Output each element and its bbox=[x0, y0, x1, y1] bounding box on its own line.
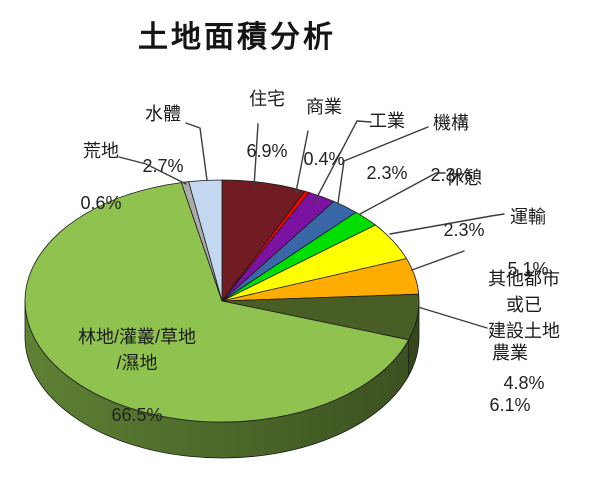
label-institutional-name: 機構 bbox=[433, 113, 469, 133]
label-forest: 林地/灌叢/草地 /濕地 66.5% bbox=[78, 298, 196, 454]
leader-line-water bbox=[185, 122, 208, 181]
label-forest-name: 林地/灌叢/草地 /濕地 bbox=[77, 327, 197, 373]
label-commercial-pct: 0.4% bbox=[303, 149, 345, 169]
label-other-urban-name: 其他都市或已 建設土地 bbox=[488, 269, 560, 341]
label-commercial-name: 商業 bbox=[306, 97, 342, 117]
leader-line-industrial bbox=[313, 120, 372, 204]
leader-line-agriculture bbox=[417, 306, 488, 329]
label-agriculture-pct: 6.1% bbox=[489, 395, 531, 415]
label-transport-name: 運輸 bbox=[510, 207, 546, 227]
pie-slice-8 bbox=[24, 182, 409, 423]
label-agriculture-name: 農業 bbox=[492, 343, 528, 363]
label-water: 水體 2.7% bbox=[142, 75, 183, 205]
label-recreation-pct: 2.3% bbox=[443, 220, 485, 240]
label-recreation-name: 休憩 bbox=[446, 168, 482, 188]
pie-slice-10 bbox=[188, 179, 223, 302]
leader-line-institutional bbox=[337, 126, 429, 204]
pie-slices bbox=[24, 179, 420, 423]
label-water-name: 水體 bbox=[145, 104, 181, 124]
label-residential-pct: 6.9% bbox=[246, 141, 288, 161]
label-wasteland: 荒地 0.6% bbox=[80, 112, 121, 242]
label-forest-pct: 66.5% bbox=[111, 405, 163, 425]
label-residential: 住宅 6.9% bbox=[246, 60, 287, 190]
label-industrial-name: 工業 bbox=[369, 111, 405, 131]
label-transport-pct: 5.1% bbox=[507, 259, 549, 279]
leader-line-commercial bbox=[295, 130, 309, 193]
label-transport: 運輸 5.1% bbox=[507, 178, 548, 308]
label-wasteland-pct: 0.6% bbox=[80, 193, 122, 213]
leader-line-wasteland bbox=[118, 156, 187, 185]
label-water-pct: 2.7% bbox=[142, 156, 184, 176]
leader-line-recreation bbox=[359, 172, 446, 215]
leader-lines bbox=[118, 120, 505, 329]
leader-line-other-urban bbox=[411, 250, 465, 271]
label-institutional: 機構 2.3% bbox=[430, 84, 471, 214]
label-other-urban: 其他都市或已 建設土地 4.8% bbox=[486, 240, 562, 422]
leader-line-residential bbox=[253, 123, 259, 188]
label-recreation: 休憩 2.3% bbox=[443, 139, 484, 269]
label-residential-name: 住宅 bbox=[249, 89, 285, 109]
label-industrial: 工業 2.3% bbox=[366, 82, 407, 212]
label-institutional-pct: 2.3% bbox=[430, 165, 472, 185]
chart-title: 土地面積分析 bbox=[138, 21, 336, 54]
label-industrial-pct: 2.3% bbox=[366, 163, 408, 183]
label-commercial: 商業 0.4% bbox=[303, 68, 344, 198]
leader-line-transport bbox=[389, 213, 505, 235]
label-wasteland-name: 荒地 bbox=[83, 141, 119, 161]
label-agriculture: 農業 6.1% bbox=[489, 314, 530, 444]
label-other-urban-pct: 4.8% bbox=[503, 373, 545, 393]
